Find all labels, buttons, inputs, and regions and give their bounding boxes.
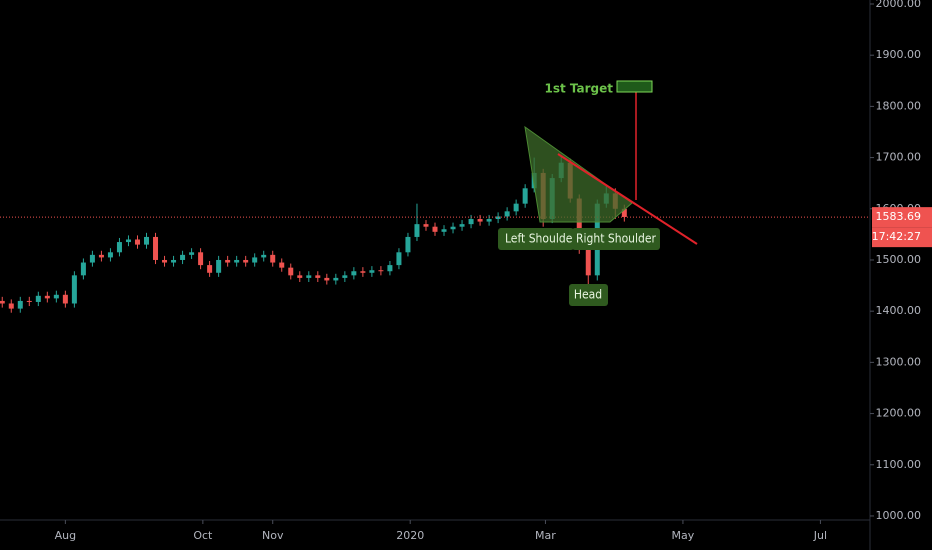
x-tick-label: Aug — [55, 529, 76, 542]
candle-body — [477, 219, 483, 222]
candle-body — [171, 259, 177, 263]
candle-body — [333, 277, 339, 281]
candle-body — [486, 219, 492, 222]
candle-body — [270, 254, 276, 263]
candle-body — [116, 242, 122, 253]
y-tick-label: 1400.00 — [876, 304, 922, 317]
candle-body — [585, 249, 591, 276]
candle-body — [207, 265, 213, 273]
candle-body — [414, 224, 420, 237]
left-shoulder-label: Left Shoulder — [505, 232, 577, 246]
trend-line — [557, 153, 698, 245]
candle-body — [513, 203, 519, 212]
candle-body — [134, 239, 140, 245]
candle-body — [144, 236, 150, 245]
x-tick-label: May — [672, 529, 695, 542]
candle-body — [8, 303, 14, 309]
x-tick-label: Oct — [193, 529, 213, 542]
candle-body — [243, 259, 249, 263]
head-label: Head — [574, 288, 602, 302]
candle-body — [0, 300, 5, 304]
candle-body — [459, 224, 465, 227]
candle-body — [80, 262, 86, 276]
candle-body — [405, 236, 411, 253]
candle-body — [125, 239, 131, 243]
candle-body — [189, 252, 195, 255]
candle-body — [360, 271, 366, 273]
candle-body — [441, 229, 447, 232]
candle-body — [621, 208, 627, 217]
candle-body — [44, 295, 50, 299]
candle-body — [576, 198, 582, 250]
candle-body — [315, 275, 321, 278]
y-tick-label: 1700.00 — [876, 151, 922, 164]
candle-body — [153, 236, 159, 260]
right-shoulder-box — [572, 228, 660, 250]
candle-body — [369, 270, 375, 273]
countdown-label: 17:42:27 — [872, 230, 921, 243]
candle-body — [162, 259, 168, 263]
candle-body — [324, 277, 330, 281]
candle-body — [252, 257, 258, 263]
candle-body — [378, 270, 384, 272]
candle-body — [98, 254, 104, 258]
candle-body — [495, 216, 501, 220]
candle-body — [351, 271, 357, 276]
candle-body — [396, 252, 402, 266]
candle-body — [297, 275, 303, 278]
candle-body — [53, 294, 59, 299]
candle-body — [423, 224, 429, 227]
candle-body — [279, 262, 285, 268]
candle-body — [225, 259, 231, 263]
candle-body — [522, 188, 528, 204]
candle-body — [432, 226, 438, 232]
candle-body — [62, 294, 68, 304]
target-box — [616, 80, 653, 93]
right-shoulder-label: Right Shoulder — [576, 232, 657, 246]
candle-body — [261, 254, 267, 258]
candle-body — [468, 219, 474, 225]
target-label: 1st Target — [544, 82, 613, 96]
candle-body — [180, 254, 186, 260]
candle-body — [342, 275, 348, 278]
candle-body — [198, 252, 204, 266]
countdown-box — [872, 227, 932, 248]
candle-body — [107, 252, 113, 258]
y-tick-label: 1900.00 — [876, 48, 922, 61]
candle-body — [71, 275, 77, 304]
candle-body — [234, 259, 240, 263]
x-tick-label: Nov — [262, 529, 284, 542]
label-box — [498, 228, 574, 250]
last-price-label: 1583.69 — [876, 210, 922, 223]
y-tick-label: 1500.00 — [876, 253, 922, 266]
y-tick-label: 1300.00 — [876, 355, 922, 368]
y-tick-label: 1100.00 — [876, 458, 922, 471]
y-tick-label: 1200.00 — [876, 407, 922, 420]
x-tick-label: Mar — [535, 529, 556, 542]
y-tick-label: 1800.00 — [876, 99, 922, 112]
left-shoulder-box: Left Shoulder — [498, 228, 577, 250]
candle-body — [288, 267, 294, 276]
head-box — [569, 284, 608, 306]
y-tick-label: 2000.00 — [876, 0, 922, 10]
candle-body — [450, 226, 456, 230]
candle-body — [35, 295, 41, 302]
candle-body — [387, 265, 393, 272]
candle-body — [89, 254, 95, 263]
candle-body — [306, 275, 312, 278]
y-tick-label: 1000.00 — [876, 509, 922, 522]
x-tick-label: 2020 — [396, 529, 424, 542]
last-price-box — [872, 207, 932, 228]
candle-body — [504, 211, 510, 217]
candle-body — [17, 300, 23, 309]
x-tick-label: Jul — [813, 529, 827, 542]
candle-body — [216, 259, 222, 273]
candle-body — [26, 300, 32, 302]
